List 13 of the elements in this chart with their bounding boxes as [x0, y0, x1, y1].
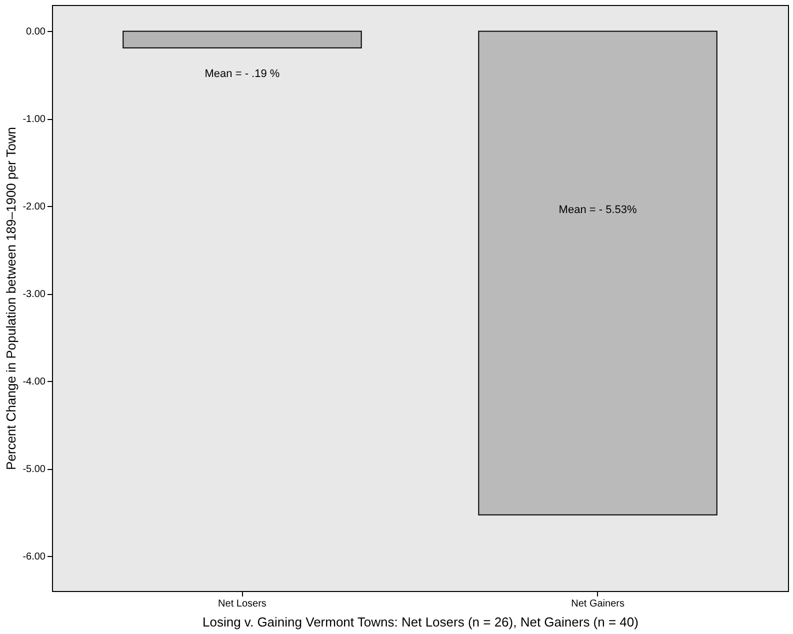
- y-axis-title: Percent Change in Population between 189–1900 per Town: [4, 126, 19, 470]
- y-tick-label: -5.00: [22, 464, 46, 476]
- x-axis-title: Losing v. Gaining Vermont Towns: Net Losers (n = 26), Net Gainers (n = 40): [202, 614, 638, 630]
- y-tick-label: -6.00: [22, 552, 46, 563]
- y-tick-label: -2.00: [22, 202, 46, 213]
- y-tick-label: 0.00: [26, 26, 46, 38]
- y-tick-label: -3.00: [22, 289, 46, 300]
- data-label: Mean = - .19 %: [204, 68, 280, 80]
- x-tick-label: Net Losers: [218, 598, 266, 610]
- data-label: Mean = - 5.53%: [558, 204, 637, 216]
- x-tick-label: Net Gainers: [571, 598, 624, 610]
- y-tick-label: -1.00: [22, 114, 46, 126]
- y-tick-label: -4.00: [22, 376, 46, 388]
